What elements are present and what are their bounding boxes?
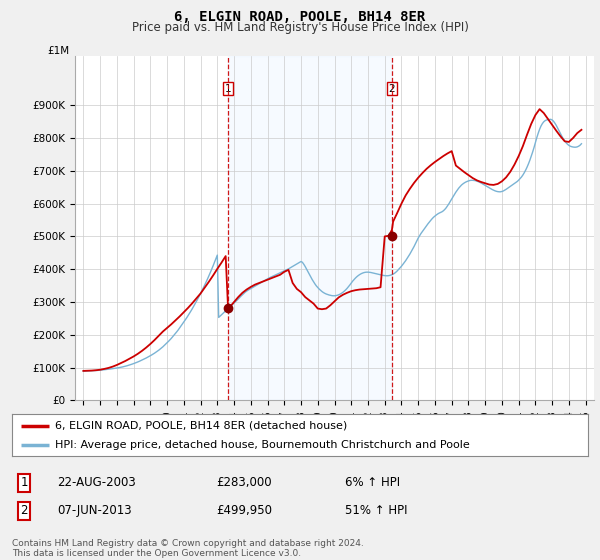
Text: £499,950: £499,950 <box>216 504 272 517</box>
Text: 22-AUG-2003: 22-AUG-2003 <box>57 476 136 489</box>
Text: HPI: Average price, detached house, Bournemouth Christchurch and Poole: HPI: Average price, detached house, Bour… <box>55 440 470 450</box>
Text: £283,000: £283,000 <box>216 476 272 489</box>
Text: 1: 1 <box>225 84 232 94</box>
Text: 1: 1 <box>20 476 28 489</box>
Text: 2: 2 <box>389 84 395 94</box>
Text: 51% ↑ HPI: 51% ↑ HPI <box>345 504 407 517</box>
Text: 6, ELGIN ROAD, POOLE, BH14 8ER: 6, ELGIN ROAD, POOLE, BH14 8ER <box>175 10 425 24</box>
Text: 2: 2 <box>20 504 28 517</box>
Text: Contains HM Land Registry data © Crown copyright and database right 2024.
This d: Contains HM Land Registry data © Crown c… <box>12 539 364 558</box>
Text: 6% ↑ HPI: 6% ↑ HPI <box>345 476 400 489</box>
Text: Price paid vs. HM Land Registry's House Price Index (HPI): Price paid vs. HM Land Registry's House … <box>131 21 469 34</box>
Text: 07-JUN-2013: 07-JUN-2013 <box>57 504 131 517</box>
Text: £1M: £1M <box>47 46 70 56</box>
Bar <box>228 56 392 400</box>
Text: 6, ELGIN ROAD, POOLE, BH14 8ER (detached house): 6, ELGIN ROAD, POOLE, BH14 8ER (detached… <box>55 421 347 431</box>
